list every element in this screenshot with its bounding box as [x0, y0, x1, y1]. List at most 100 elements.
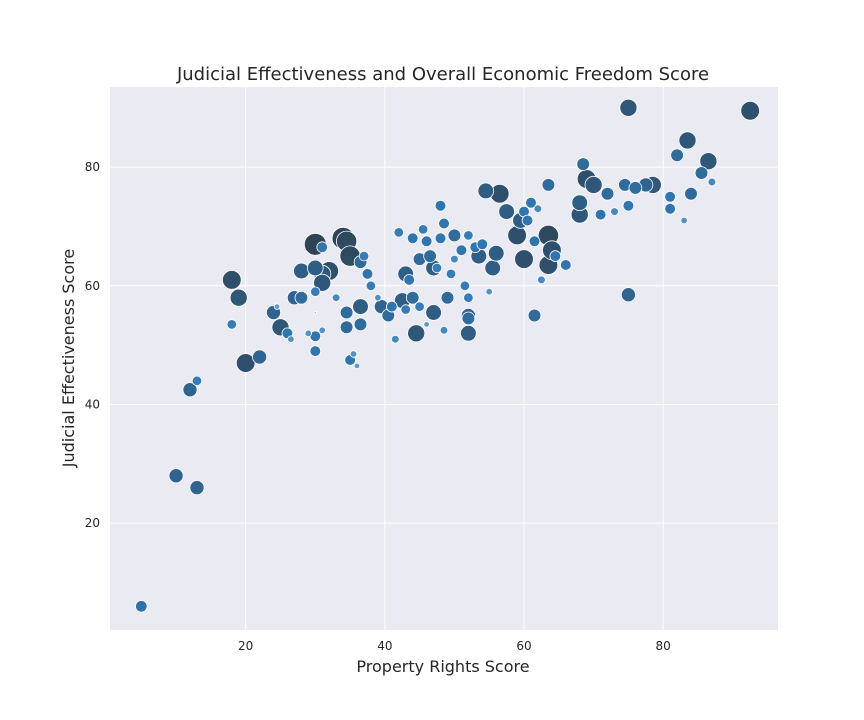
data-point [521, 214, 534, 227]
data-point [222, 270, 242, 290]
data-point [699, 152, 718, 171]
data-point [438, 217, 450, 230]
data-point [463, 292, 474, 303]
x-ticks: 20 40 60 80 [238, 639, 671, 653]
data-point [525, 196, 537, 209]
data-point [226, 319, 238, 330]
data-point [594, 208, 607, 221]
data-point [707, 177, 717, 187]
data-point [423, 249, 437, 263]
data-point [417, 224, 429, 235]
data-point [440, 290, 455, 305]
data-point [294, 290, 309, 305]
chart-title: Judicial Effectiveness and Overall Econo… [176, 64, 709, 85]
data-point [477, 182, 495, 200]
data-point [407, 324, 426, 343]
data-point [339, 305, 354, 320]
data-point [664, 202, 676, 215]
data-point [390, 334, 400, 344]
data-point [385, 300, 398, 313]
data-point [740, 100, 760, 121]
data-point [600, 187, 615, 201]
data-point [310, 286, 321, 297]
data-point [680, 216, 688, 225]
data-point [313, 273, 332, 292]
data-point [484, 259, 502, 277]
y-tick-label: 60 [85, 279, 100, 293]
data-point [349, 350, 358, 358]
data-point [541, 178, 556, 192]
data-point [610, 207, 619, 216]
data-point [361, 268, 374, 280]
data-point [528, 235, 541, 248]
data-point [365, 280, 377, 292]
x-tick-label: 60 [516, 639, 531, 653]
data-point [273, 303, 281, 310]
data-point [353, 317, 368, 332]
data-point [304, 329, 312, 337]
y-axis-label: Judicial Effectiveness Score [59, 249, 78, 468]
data-point [316, 241, 329, 254]
data-point [476, 238, 489, 251]
data-point [393, 227, 405, 238]
data-point [235, 353, 256, 373]
data-point [423, 321, 430, 328]
y-tick-label: 40 [85, 397, 100, 411]
data-point [191, 375, 203, 387]
data-point [670, 148, 684, 163]
data-point [576, 157, 590, 171]
data-point [425, 304, 442, 321]
data-point [182, 382, 198, 398]
data-point [619, 98, 638, 117]
data-point [571, 194, 588, 212]
data-point [374, 294, 382, 302]
data-point [537, 275, 546, 285]
x-axis-label: Property Rights Score [356, 657, 529, 676]
data-point [189, 480, 205, 496]
data-point [431, 262, 443, 274]
data-point [439, 325, 449, 335]
data-point [406, 232, 419, 245]
data-point [507, 225, 527, 246]
data-point [405, 290, 420, 305]
data-point [455, 244, 468, 257]
x-tick-label: 80 [656, 639, 671, 653]
data-point [460, 324, 477, 342]
grid [110, 87, 778, 630]
data-point [487, 244, 505, 262]
data-point [306, 259, 324, 277]
data-point [664, 191, 676, 203]
data-point [229, 288, 248, 307]
data-point [135, 600, 148, 613]
data-point [533, 204, 543, 214]
data-point [694, 166, 709, 180]
data-point [293, 262, 310, 280]
data-point [353, 362, 361, 370]
data-point [447, 228, 462, 243]
data-points [135, 98, 760, 613]
data-point [584, 175, 603, 194]
data-point [403, 274, 416, 286]
data-point [622, 199, 635, 212]
data-point [445, 268, 457, 280]
data-point [559, 259, 572, 271]
data-point [414, 301, 425, 312]
y-ticks: 20 40 60 80 [85, 160, 100, 530]
data-point [313, 310, 317, 315]
data-point [620, 287, 636, 303]
data-point [459, 280, 471, 292]
data-point [331, 293, 341, 303]
data-point [684, 187, 698, 201]
data-point [434, 232, 447, 245]
data-point [420, 235, 433, 248]
data-point [358, 250, 370, 262]
data-point [352, 298, 369, 315]
data-point [485, 288, 493, 296]
plot-area [110, 87, 778, 630]
data-point [318, 326, 326, 334]
data-point [339, 320, 354, 335]
y-tick-label: 20 [85, 516, 100, 530]
data-point [168, 468, 184, 484]
data-point [434, 199, 447, 212]
